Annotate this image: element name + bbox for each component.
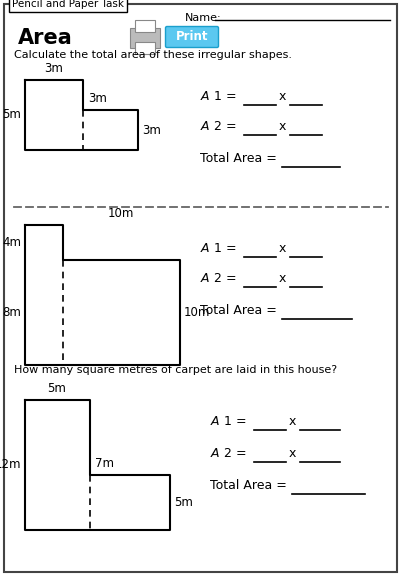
Text: 5m: 5m bbox=[47, 382, 66, 395]
Text: 8m: 8m bbox=[2, 305, 21, 319]
Text: 7m: 7m bbox=[95, 457, 114, 470]
Text: x: x bbox=[278, 120, 286, 133]
Text: 5m: 5m bbox=[2, 108, 21, 122]
Bar bbox=[135, 20, 155, 32]
FancyBboxPatch shape bbox=[165, 26, 218, 47]
Text: $\mathit{A}$ 2 =: $\mathit{A}$ 2 = bbox=[200, 120, 236, 133]
Text: Calculate the total area of these irregular shapes.: Calculate the total area of these irregu… bbox=[14, 50, 291, 60]
Text: 3m: 3m bbox=[45, 62, 63, 75]
Text: $\mathit{A}$ 1 =: $\mathit{A}$ 1 = bbox=[209, 415, 246, 428]
Text: Total Area =: Total Area = bbox=[209, 479, 286, 492]
Text: Pencil and Paper Task: Pencil and Paper Task bbox=[12, 0, 124, 9]
Text: $\mathit{A}$ 1 =: $\mathit{A}$ 1 = bbox=[200, 90, 236, 103]
Text: Name:: Name: bbox=[184, 13, 221, 23]
Text: x: x bbox=[288, 415, 296, 428]
Bar bbox=[130, 28, 160, 48]
Text: $\mathit{A}$ 1 =: $\mathit{A}$ 1 = bbox=[200, 242, 236, 255]
Text: x: x bbox=[278, 242, 286, 255]
Text: 5m: 5m bbox=[174, 497, 192, 510]
Text: Total Area =: Total Area = bbox=[200, 152, 276, 165]
Text: Print: Print bbox=[175, 31, 208, 44]
Text: 3m: 3m bbox=[88, 92, 107, 105]
Text: 3m: 3m bbox=[142, 123, 160, 137]
Text: x: x bbox=[288, 447, 296, 460]
Text: x: x bbox=[278, 90, 286, 103]
Text: Area: Area bbox=[18, 28, 73, 48]
Text: $\mathit{A}$ 2 =: $\mathit{A}$ 2 = bbox=[209, 447, 246, 460]
Text: 12m: 12m bbox=[0, 458, 21, 472]
Text: 4m: 4m bbox=[2, 236, 21, 248]
Text: 10m: 10m bbox=[107, 207, 134, 220]
Text: 10m: 10m bbox=[184, 305, 210, 319]
Text: $\mathit{A}$ 2 =: $\mathit{A}$ 2 = bbox=[200, 272, 236, 285]
Text: x: x bbox=[278, 272, 286, 285]
Bar bbox=[135, 42, 155, 54]
Text: Total Area =: Total Area = bbox=[200, 304, 276, 317]
Text: How many square metres of carpet are laid in this house?: How many square metres of carpet are lai… bbox=[14, 365, 336, 375]
